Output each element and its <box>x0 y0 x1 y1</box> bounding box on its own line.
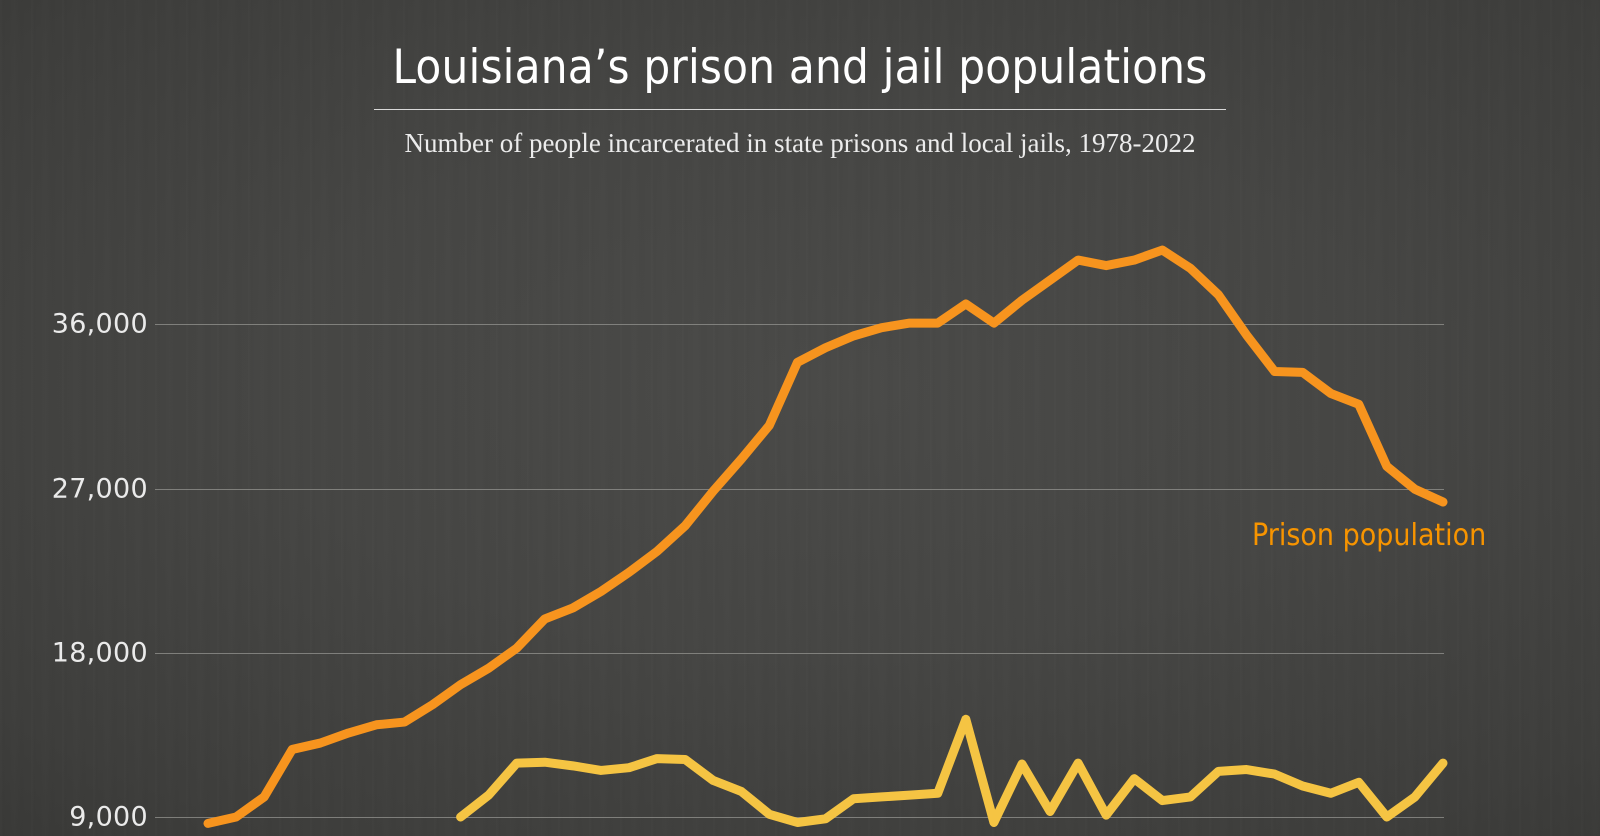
y-tick-label-27000: 27,000 <box>51 473 148 505</box>
y-axis: 36,000 27,000 18,000 9,000 <box>18 0 148 836</box>
gridline-36000 <box>155 324 1444 325</box>
chart-subtitle: Number of people incarcerated in state p… <box>404 128 1196 158</box>
gridline-27000 <box>155 489 1444 490</box>
y-tick-label-36000: 36,000 <box>51 308 148 340</box>
chart-header: Louisiana’s prison and jail populations … <box>0 0 1600 159</box>
prison-population-line <box>203 245 1448 828</box>
jail-population-line <box>456 714 1448 827</box>
y-tick-label-18000: 18,000 <box>51 637 148 669</box>
gridline-9000 <box>155 817 1444 818</box>
page-title: Louisiana’s prison and jail populations <box>392 40 1208 95</box>
legend-prison-population: Prison population <box>1252 518 1487 553</box>
title-divider <box>374 109 1226 110</box>
gridline-18000 <box>155 653 1444 654</box>
y-tick-label-9000: 9,000 <box>69 801 148 833</box>
